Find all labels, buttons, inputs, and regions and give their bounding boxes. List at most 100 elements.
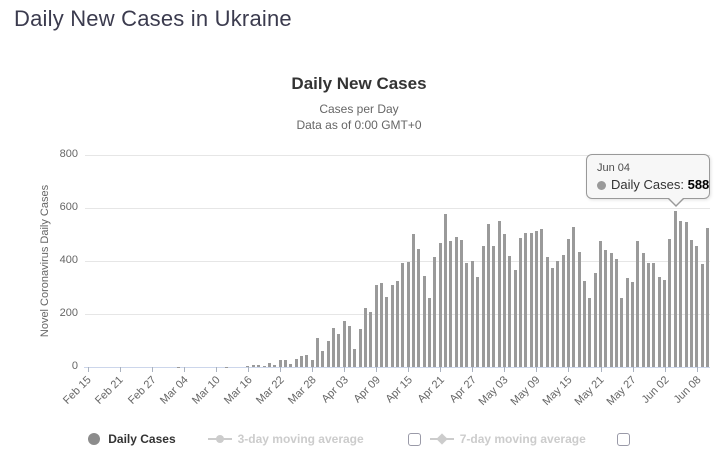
bar[interactable] (246, 365, 250, 367)
bar[interactable] (689, 239, 693, 367)
bar[interactable] (460, 240, 464, 367)
bar[interactable] (337, 333, 341, 367)
bar[interactable] (449, 240, 453, 367)
bar[interactable] (454, 236, 458, 367)
legend-7day-marker-icon (429, 433, 454, 445)
bar[interactable] (289, 364, 293, 367)
bar[interactable] (422, 276, 426, 367)
bar[interactable] (353, 349, 357, 367)
bar[interactable] (369, 312, 373, 367)
bar[interactable] (583, 280, 586, 367)
bar[interactable] (283, 360, 287, 367)
legend-item-3day-moving-average[interactable]: 3-day moving average (237, 432, 364, 446)
bar[interactable] (294, 358, 298, 367)
bar[interactable] (438, 243, 442, 367)
bar[interactable] (396, 280, 399, 367)
bar[interactable] (390, 285, 394, 367)
bar[interactable] (257, 365, 261, 367)
bar[interactable] (342, 320, 346, 367)
bar[interactable] (273, 365, 277, 367)
bar[interactable] (550, 267, 554, 367)
bar[interactable] (428, 297, 432, 367)
legend-3day-marker-icon (207, 433, 232, 445)
legend-item-7day-moving-average[interactable]: 7-day moving average (459, 432, 586, 446)
bar[interactable] (631, 281, 634, 367)
bar[interactable] (412, 234, 415, 367)
bar[interactable] (267, 363, 271, 367)
bar[interactable] (326, 341, 330, 367)
bar[interactable] (534, 230, 538, 367)
bar[interactable] (251, 365, 255, 367)
bar[interactable] (385, 296, 389, 367)
bar[interactable] (347, 326, 351, 367)
bar[interactable] (673, 211, 677, 367)
bar[interactable] (315, 338, 319, 367)
bar[interactable] (278, 360, 282, 367)
bar[interactable] (636, 240, 640, 367)
bar[interactable] (310, 360, 314, 367)
bar[interactable] (695, 246, 699, 367)
bar[interactable] (331, 327, 335, 367)
bar[interactable] (705, 228, 709, 367)
checkbox-3day-moving-average[interactable] (407, 432, 421, 446)
bar[interactable] (299, 355, 303, 367)
bar[interactable] (588, 298, 592, 367)
bar[interactable] (668, 238, 672, 367)
bar[interactable] (444, 213, 448, 367)
bar[interactable] (380, 282, 383, 367)
bar[interactable] (652, 262, 656, 367)
bar[interactable] (502, 234, 506, 367)
bar[interactable] (545, 256, 549, 367)
x-axis-tick (664, 367, 666, 372)
bar[interactable] (641, 253, 645, 367)
bar[interactable] (406, 261, 410, 367)
x-axis-tick (472, 367, 474, 372)
bar[interactable] (321, 350, 325, 367)
bar[interactable] (476, 277, 480, 367)
bar[interactable] (417, 249, 421, 367)
legend-item-daily-cases[interactable]: Daily Cases (108, 432, 176, 446)
bar[interactable] (577, 252, 581, 367)
bar[interactable] (177, 366, 180, 367)
bar[interactable] (513, 270, 517, 367)
bar[interactable] (492, 246, 496, 367)
bar[interactable] (486, 223, 490, 367)
bar[interactable] (599, 240, 602, 367)
bar[interactable] (470, 260, 474, 367)
bar[interactable] (679, 221, 683, 368)
bar[interactable] (497, 221, 501, 368)
bar[interactable] (433, 257, 437, 367)
bar[interactable] (561, 255, 565, 367)
bar[interactable] (225, 366, 229, 367)
bar[interactable] (524, 232, 528, 367)
bar[interactable] (363, 307, 367, 367)
bar[interactable] (529, 233, 533, 367)
bar[interactable] (625, 278, 629, 367)
bar[interactable] (401, 263, 405, 367)
bar[interactable] (684, 222, 688, 367)
bar[interactable] (358, 329, 362, 367)
bar[interactable] (609, 252, 613, 367)
bar[interactable] (620, 298, 624, 367)
bar[interactable] (604, 249, 608, 367)
bar[interactable] (374, 284, 378, 367)
bar[interactable] (566, 239, 570, 367)
bar[interactable] (647, 262, 651, 367)
bar[interactable] (518, 237, 522, 367)
x-axis-tick (600, 367, 602, 372)
checkbox-7day-moving-average[interactable] (616, 432, 630, 446)
bar[interactable] (700, 263, 704, 367)
bar[interactable] (593, 273, 597, 367)
bar[interactable] (663, 280, 667, 367)
bar[interactable] (481, 246, 485, 367)
bar[interactable] (556, 260, 560, 367)
bar[interactable] (508, 256, 512, 367)
bar[interactable] (540, 228, 544, 367)
bar[interactable] (305, 354, 309, 367)
bar[interactable] (615, 259, 618, 367)
bar[interactable] (262, 365, 266, 367)
tooltip-date: Jun 04 (597, 162, 631, 174)
bar[interactable] (657, 276, 661, 367)
bar[interactable] (572, 227, 576, 367)
bar[interactable] (465, 263, 469, 367)
